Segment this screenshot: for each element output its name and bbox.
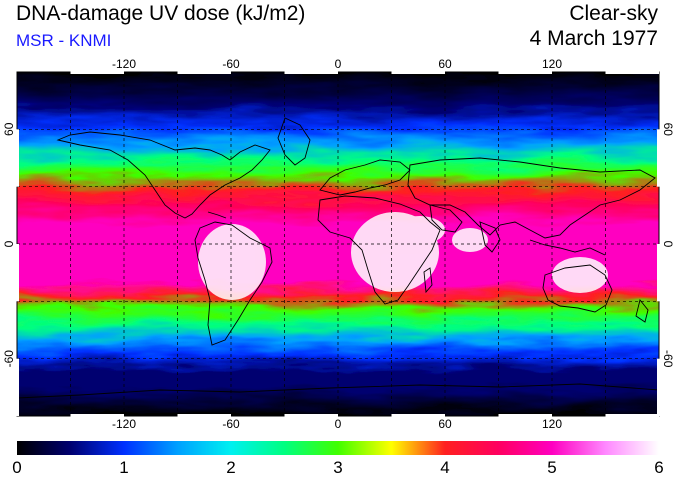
colorbar-label-3: 3 [333,458,343,477]
europe-outline [319,159,411,196]
lon-label-bottom-0: 0 [335,417,342,431]
colorbar-label-1: 1 [119,458,129,477]
india-outline [479,221,501,253]
map-plot-area [17,72,659,416]
arabia-outline [429,204,463,233]
africa-outline [317,195,441,305]
date-label: 4 March 1977 [529,27,658,50]
uv-dose-field [17,72,659,416]
north-america-outline [56,131,271,219]
coastlines [17,117,659,399]
maritime-asia-outline [529,239,606,256]
lat-label-left-60: 60 [2,122,16,136]
lat-label-right-0: 0 [661,241,675,248]
asia-outline [407,157,656,239]
lon-label-bottom-m120: -120 [112,417,136,431]
frame-scale-marks [16,71,660,417]
map-frame [16,71,660,417]
lat-label-right-m60: -60 [661,350,675,368]
caribbean-outline [207,211,227,219]
credit-label: MSR - KNMI [16,31,112,50]
lon-label-bottom-60: 60 [438,417,452,431]
lon-label-top-m120: -120 [112,57,136,71]
colorbar-label-6: 6 [654,458,664,477]
colorbar-label-4: 4 [440,458,450,477]
lat-label-left-0: 0 [2,240,16,247]
uv-dose-map: -120 -60 0 60 120 -120 -60 0 60 120 60 0… [2,57,675,431]
lon-label-top-0: 0 [335,57,342,71]
graticule [17,72,659,416]
lat-label-left-m60: -60 [2,350,16,368]
lon-label-top-60: 60 [438,57,452,71]
antarctica-outline [17,383,659,399]
colorbar-label-0: 0 [12,458,22,477]
colorbar [17,441,659,455]
australia-outline [542,264,613,313]
colorbar-label-5: 5 [547,458,557,477]
new-zealand-outline [635,299,649,323]
sky-condition-label: Clear-sky [569,2,658,25]
lon-label-bottom-m60: -60 [222,417,240,431]
colorbar-label-2: 2 [226,458,236,477]
lat-label-right-60: 60 [661,123,675,137]
map-title: DNA-damage UV dose (kJ/m2) [16,2,306,25]
madagascar-outline [423,267,433,294]
lon-label-top-m60: -60 [222,57,240,71]
lon-label-top-120: 120 [542,57,562,71]
south-america-outline [194,221,273,346]
greenland-outline [277,117,311,166]
lon-label-bottom-120: 120 [542,417,562,431]
